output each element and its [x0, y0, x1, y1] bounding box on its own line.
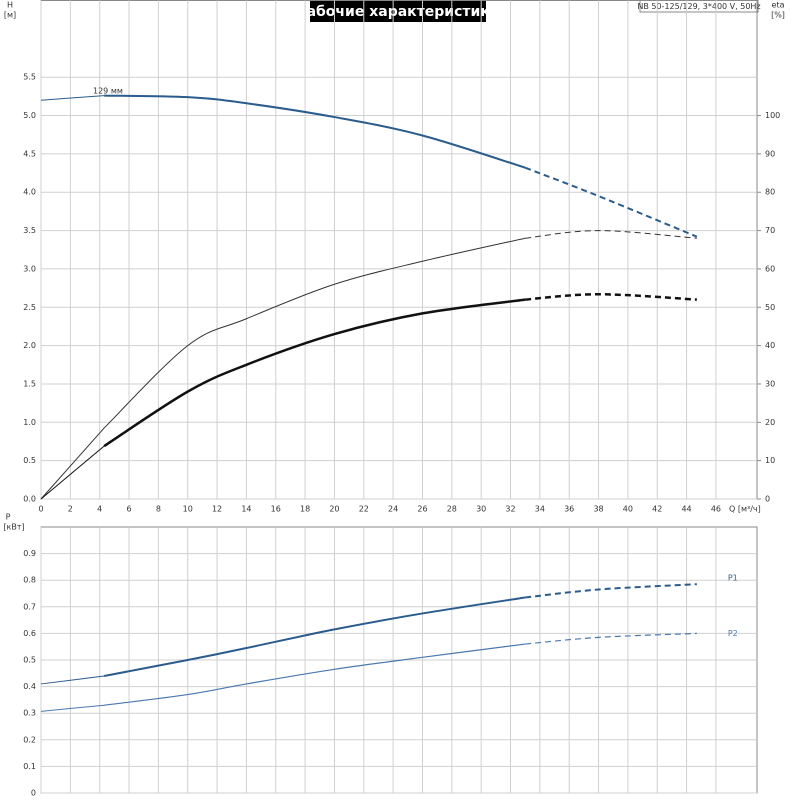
y-tick-label: 1.5 [23, 379, 36, 388]
curve [40, 427, 105, 500]
x-tick-label: 36 [564, 505, 574, 514]
y2-tick-label: 30 [765, 379, 775, 388]
y2-tick-label: 60 [765, 264, 775, 273]
x-tick-label: 18 [300, 505, 310, 514]
x-tick-label: 44 [681, 505, 691, 514]
x-tick-label: 38 [593, 505, 603, 514]
y2-tick-label: 10 [765, 456, 775, 465]
x-tick-label: 20 [329, 505, 339, 514]
y2-tick-label: 90 [765, 149, 775, 158]
x-tick-label: 22 [359, 505, 369, 514]
y-tick-label: 0.0 [23, 495, 36, 504]
curve [40, 675, 105, 685]
title-box [310, 1, 486, 22]
x-tick-label: 12 [212, 505, 222, 514]
y-tick-label: 5.5 [23, 73, 36, 82]
y-tick-label: 4.0 [23, 188, 36, 197]
curve [40, 704, 105, 712]
x-tick-label: 40 [623, 505, 633, 514]
curve [103, 596, 526, 677]
y-label: H [7, 1, 13, 10]
y2-tick-label: 50 [765, 303, 775, 312]
series-label: P1 [728, 574, 738, 583]
curve [524, 166, 698, 238]
x-tick-label: 0 [38, 505, 43, 514]
y-tick-label: 3.0 [23, 264, 36, 273]
x-tick-label: 14 [241, 505, 251, 514]
curve [103, 298, 526, 448]
series-label: 129 мм [93, 87, 123, 96]
y-tick-label: 0 [31, 789, 36, 798]
y-tick-label: 0.4 [23, 682, 36, 691]
y2-unit: [%] [771, 11, 785, 20]
x-tick-label: 30 [476, 505, 486, 514]
x-tick-label: 8 [156, 505, 161, 514]
subtitle-box [639, 0, 759, 13]
chart-subtitle: NB 50-125/129, 3*400 V, 50Hz [637, 2, 760, 11]
x-tick-label: 34 [535, 505, 545, 514]
y-tick-label: 0.3 [23, 709, 36, 718]
curve [525, 230, 697, 239]
y2-tick-label: 100 [765, 111, 780, 120]
curve [525, 632, 697, 645]
y-tick-label: 0.1 [23, 762, 36, 771]
y-unit: [м] [4, 11, 16, 20]
y-tick-label: 0.9 [23, 549, 36, 558]
y-tick-label: 0.5 [23, 456, 36, 465]
y-unit: [кВт] [3, 523, 24, 532]
y-tick-label: 0.8 [23, 576, 36, 585]
y2-label: eta [772, 1, 785, 10]
curve [104, 94, 526, 169]
curve [40, 95, 105, 101]
x-label: Q [м³/ч] [729, 505, 761, 514]
curve [525, 292, 697, 301]
x-tick-label: 4 [97, 505, 102, 514]
y2-tick-label: 0 [765, 495, 770, 504]
x-tick-label: 42 [652, 505, 662, 514]
y2-tick-label: 70 [765, 226, 775, 235]
y-tick-label: 0.5 [23, 656, 36, 665]
x-tick-label: 28 [447, 505, 457, 514]
y-tick-label: 4.5 [23, 149, 36, 158]
plot-area [40, 0, 758, 500]
y-tick-label: 3.5 [23, 226, 36, 235]
curve [104, 643, 526, 706]
x-tick-label: 26 [417, 505, 427, 514]
x-tick-label: 10 [183, 505, 193, 514]
y-tick-label: 0.6 [23, 629, 36, 638]
x-tick-label: 16 [271, 505, 281, 514]
y-tick-label: 2.5 [23, 303, 36, 312]
curve [40, 445, 105, 500]
curve [103, 237, 526, 429]
y-tick-label: 1.0 [23, 418, 36, 427]
y2-tick-label: 20 [765, 418, 775, 427]
y2-tick-label: 80 [765, 188, 775, 197]
y2-tick-label: 40 [765, 341, 775, 350]
y-label: P [6, 513, 11, 522]
x-tick-label: 46 [711, 505, 721, 514]
chart-title: Рабочие характеристики [296, 4, 499, 20]
y-tick-label: 2.0 [23, 341, 36, 350]
x-tick-label: 2 [68, 505, 73, 514]
series-label: P2 [728, 629, 738, 638]
y-tick-label: 0.2 [23, 735, 36, 744]
x-tick-label: 24 [388, 505, 398, 514]
x-tick-label: 32 [505, 505, 515, 514]
y-tick-label: 0.7 [23, 602, 36, 611]
y-tick-label: 5.0 [23, 111, 36, 120]
curve [525, 583, 697, 599]
x-tick-label: 6 [126, 505, 131, 514]
